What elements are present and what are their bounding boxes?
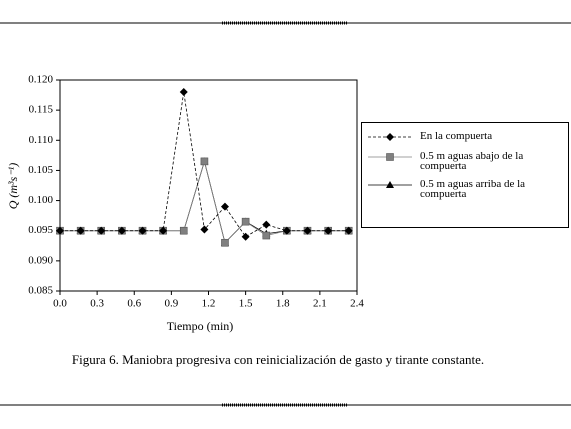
caption: Figura 6. Maniobra progresiva con reinic…	[72, 352, 484, 367]
x-tick-label: 0.9	[165, 298, 179, 310]
marker	[282, 226, 291, 235]
y-tick-label: 0.115	[29, 104, 54, 116]
legend-swatch	[368, 133, 412, 141]
x-tick-label: 1.5	[239, 298, 253, 310]
marker	[262, 220, 271, 229]
marker	[221, 238, 229, 247]
legend-entry: 0.5 m aguas arriba de la compuerta	[366, 178, 564, 200]
marker	[117, 226, 126, 235]
marker	[200, 157, 209, 166]
marker	[56, 226, 64, 235]
y-tick-label: 0.110	[29, 134, 54, 146]
x-tick-label: 1.8	[276, 298, 290, 310]
legend-entry: En la compuerta	[366, 131, 564, 143]
x-tick-label: 2.1	[313, 298, 327, 310]
y-tick-label: 0.095	[28, 224, 53, 236]
marker	[138, 226, 147, 235]
legend-swatch	[368, 153, 412, 161]
legend-label: 0.5 m aguas arriba de la compuerta	[420, 178, 526, 200]
marker	[179, 226, 188, 235]
x-axis-label: Tiempo (min)	[167, 319, 234, 333]
marker	[324, 226, 333, 235]
legend-label: 0.5 m aguas abajo de la compuerta	[420, 150, 524, 172]
y-tick-label: 0.100	[28, 194, 53, 206]
marker	[241, 217, 250, 226]
marker	[262, 231, 271, 240]
marker	[97, 226, 106, 235]
x-tick-label: 0.6	[127, 298, 141, 310]
marker	[179, 88, 188, 97]
y-tick-label: 0.105	[28, 164, 53, 176]
legend-label: En la compuerta	[420, 130, 493, 142]
marker	[241, 232, 250, 241]
legend-swatch	[368, 181, 412, 188]
x-tick-label: 1.2	[202, 298, 216, 310]
legend-entry: 0.5 m aguas abajo de la compuerta	[366, 150, 564, 172]
y-tick-label: 0.085	[28, 285, 53, 297]
marker	[386, 181, 394, 188]
marker	[220, 202, 229, 211]
marker	[386, 133, 394, 141]
marker	[344, 226, 353, 235]
y-tick-label: 0.090	[28, 254, 53, 266]
marker	[200, 225, 209, 234]
legend: En la compuerta 0.5 m aguas abajo de la c…	[361, 122, 569, 228]
x-tick-label: 2.4	[350, 298, 364, 310]
x-tick-label: 0.0	[53, 298, 67, 310]
marker	[76, 226, 85, 235]
marker	[303, 226, 312, 235]
y-tick-label: 0.120	[28, 74, 53, 86]
plot-frame	[59, 79, 358, 292]
marker	[159, 226, 168, 235]
x-tick-label: 0.3	[90, 298, 104, 310]
y-axis-label: Q (m³s⁻¹)	[6, 163, 20, 210]
marker	[386, 153, 394, 161]
